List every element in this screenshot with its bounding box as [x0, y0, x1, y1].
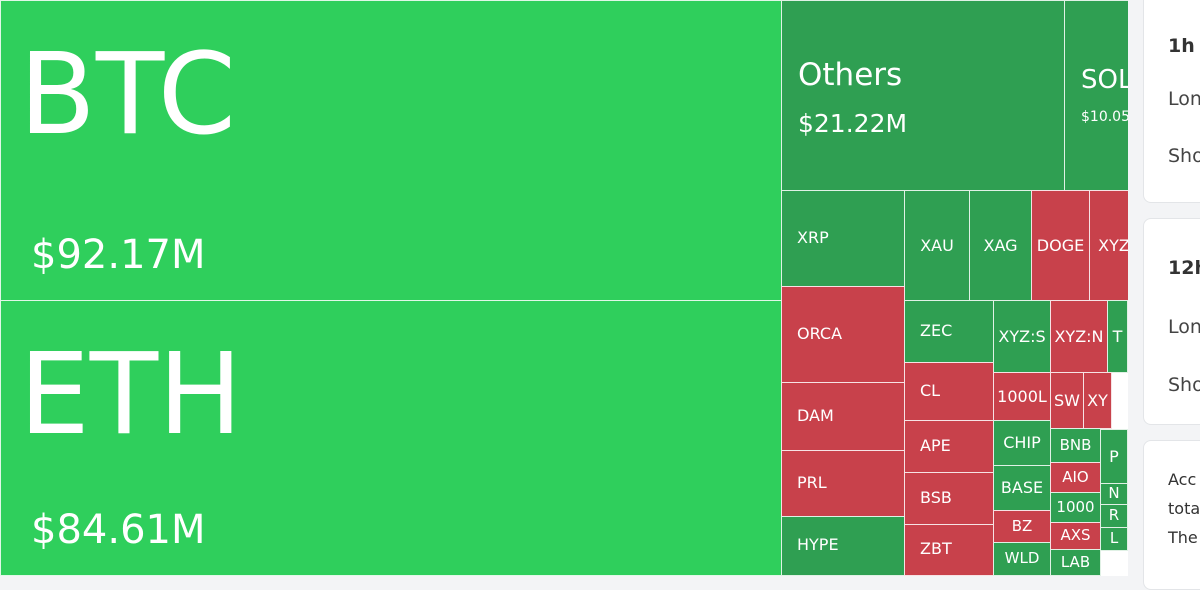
tile-value: $84.61M — [31, 507, 206, 553]
tile: PRL — [781, 450, 905, 517]
panel-line: tota — [1168, 499, 1200, 518]
tile-label: BTC — [19, 30, 236, 160]
tile-label: CHIP — [1003, 433, 1041, 452]
tile: L — [1100, 527, 1128, 551]
tile-label: BZ — [1011, 516, 1033, 535]
tile: SOL $10.05 — [1064, 0, 1128, 191]
tile: ZBT — [904, 524, 994, 576]
tile: APE — [904, 420, 994, 473]
tile: BASE — [993, 465, 1051, 511]
tile-label: L — [1109, 529, 1119, 547]
tile-label: XRP — [797, 227, 829, 247]
tile-label: DAM — [797, 405, 834, 425]
panel: Acc tota The — [1143, 440, 1200, 590]
panel: 1h Lon Sho — [1143, 0, 1200, 203]
tile-label: T — [1112, 326, 1123, 346]
tile: Others $21.22M — [781, 0, 1065, 191]
panel-line: Acc — [1168, 470, 1197, 489]
tile-label: XYZ — [1098, 235, 1128, 255]
panel-line: Lon — [1168, 88, 1200, 110]
tile: 1000L — [993, 372, 1051, 421]
panel-line: Lon — [1168, 316, 1200, 338]
panel-title: 1h — [1168, 35, 1195, 57]
tile: AXS — [1050, 522, 1101, 550]
tile-label: BNB — [1059, 435, 1092, 454]
tile: N — [1100, 483, 1128, 505]
tile-label: DOGE — [1036, 235, 1085, 255]
tile: AIO — [1050, 462, 1101, 493]
tile: CL — [904, 362, 994, 421]
panel-line: Sho — [1168, 374, 1200, 396]
tile-label: XYZ:N — [1054, 326, 1104, 346]
tile-label: 1000 — [1056, 497, 1095, 516]
tile-label: ZBT — [920, 539, 952, 558]
tile-label: AXS — [1060, 526, 1091, 544]
tile: XYZ:N — [1050, 300, 1108, 373]
tile-value: $21.22M — [798, 109, 908, 138]
tile-label: ZEC — [920, 320, 953, 340]
tile-label: LAB — [1060, 552, 1091, 571]
tile: XYZ:S — [993, 300, 1051, 373]
tile-label: HYPE — [797, 535, 839, 554]
tile-label: AIO — [1062, 467, 1089, 486]
tile: XAG — [969, 190, 1032, 301]
tile: ETH $84.61M — [0, 300, 782, 576]
tile-label: Others — [798, 57, 903, 93]
tile-label: XY — [1087, 390, 1108, 410]
tile: BNB — [1050, 428, 1101, 463]
tile-label: CL — [920, 381, 941, 400]
tile-label: XYZ:S — [998, 326, 1046, 346]
tile-label: SW — [1054, 390, 1080, 410]
tile-label: ORCA — [797, 323, 843, 343]
tile: HYPE — [781, 516, 905, 576]
tile-label: PRL — [797, 472, 827, 492]
tile: BZ — [993, 510, 1051, 543]
tile-label: P — [1109, 446, 1119, 466]
tile-label: XAU — [920, 235, 954, 255]
tile-label: ETH — [19, 330, 243, 460]
tile-label: N — [1108, 484, 1120, 502]
tile: BTC $92.17M — [0, 0, 782, 301]
tile-label: BSB — [920, 487, 952, 507]
tile: XYZ — [1089, 190, 1128, 301]
tile: DAM — [781, 382, 905, 451]
panel-line: Sho — [1168, 145, 1200, 167]
tile: XRP — [781, 190, 905, 287]
tile-value: $92.17M — [31, 232, 206, 278]
panel-title: 12h — [1168, 257, 1200, 279]
tile-label: WLD — [1004, 549, 1040, 567]
tile-label: R — [1108, 506, 1120, 524]
tile-label: BASE — [1000, 478, 1044, 497]
tile: CHIP — [993, 420, 1051, 466]
tile-value: $10.05 — [1081, 109, 1128, 125]
panel: 12h Lon Sho — [1143, 218, 1200, 425]
tile: XAU — [904, 190, 970, 301]
tile: WLD — [993, 542, 1051, 576]
tile: ZEC — [904, 300, 994, 363]
tile: 1000 — [1050, 492, 1101, 523]
tile: DOGE — [1031, 190, 1090, 301]
tile: SW — [1050, 372, 1084, 429]
tile-label: XAG — [983, 235, 1018, 255]
tile-label: SOL — [1081, 65, 1128, 95]
tile: ORCA — [781, 286, 905, 383]
tile: LAB — [1050, 549, 1101, 576]
tile-label: 1000L — [997, 386, 1047, 406]
panel-line: The — [1168, 528, 1198, 547]
tile-label: APE — [920, 435, 951, 455]
tile: T — [1107, 300, 1128, 373]
tile: R — [1100, 504, 1128, 528]
tile: XY — [1083, 372, 1112, 429]
treemap: BTC $92.17M ETH $84.61M Others $21.22M SOL $10.… — [0, 0, 1128, 576]
tile: BSB — [904, 472, 994, 525]
tile: P — [1100, 429, 1128, 484]
